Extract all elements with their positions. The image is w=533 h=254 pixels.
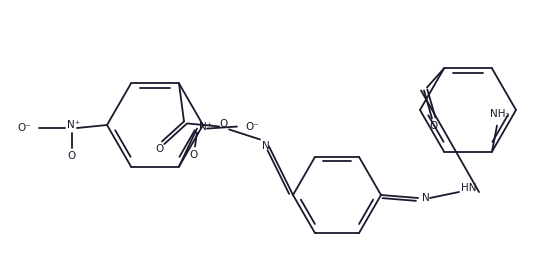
Text: N: N [422,193,430,203]
Text: N: N [262,141,270,151]
Text: O: O [190,150,198,160]
Text: O⁻: O⁻ [245,122,259,132]
Text: N⁺: N⁺ [67,120,80,130]
Text: O⁻: O⁻ [17,123,31,133]
Text: O: O [430,121,438,131]
Text: NH₂: NH₂ [490,108,510,119]
Text: O: O [220,119,228,130]
Text: O: O [156,145,164,154]
Text: O: O [68,151,76,161]
Text: HN: HN [461,183,477,193]
Text: N⁺: N⁺ [199,122,212,132]
